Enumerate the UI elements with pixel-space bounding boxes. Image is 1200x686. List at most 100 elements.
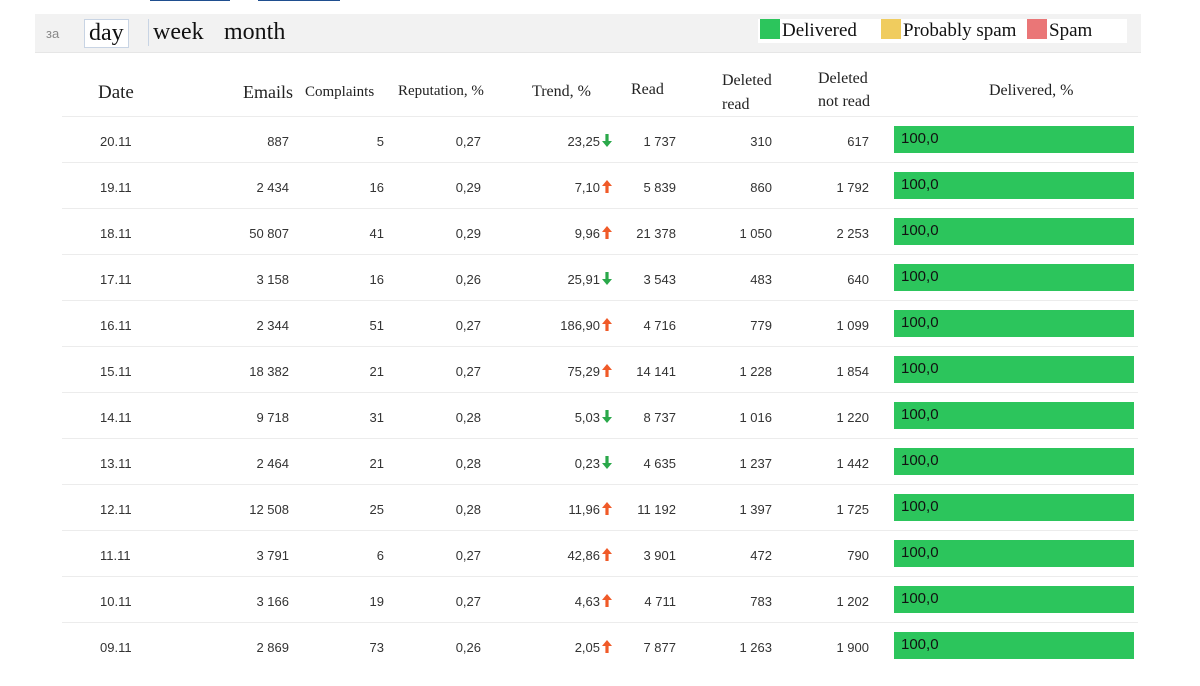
delivered-value: 100,0 — [901, 222, 939, 239]
cell-date: 12.11 — [100, 502, 132, 517]
trend-value: 23,25 — [567, 134, 600, 149]
cell-deleted-not-read: 640 — [847, 272, 869, 287]
delivered-bar: 100,0 — [894, 402, 1134, 429]
table-row[interactable]: 14.11 9 718 31 0,28 5,03 8 737 1 016 1 220 100,0 — [62, 392, 1138, 439]
cell-reputation: 0,26 — [455, 640, 481, 655]
cell-trend: 7,10 — [575, 180, 612, 195]
cell-complaints: 73 — [369, 640, 384, 655]
cell-trend: 0,23 — [575, 456, 612, 471]
cell-deleted-not-read: 1 854 — [836, 364, 869, 379]
trend-value: 5,03 — [574, 410, 600, 425]
delivered-value: 100,0 — [901, 452, 939, 469]
legend-delivered-label: Delivered — [782, 20, 857, 41]
legend-delivered[interactable]: Delivered — [760, 19, 857, 43]
cell-deleted-not-read: 1 099 — [836, 318, 869, 333]
column-header-complaints[interactable]: Complaints — [305, 84, 375, 100]
delivered-value: 100,0 — [901, 130, 939, 147]
cell-deleted-read: 1 237 — [739, 456, 772, 471]
cell-date: 17.11 — [100, 272, 132, 287]
trend-value: 186,90 — [560, 318, 600, 333]
deleted-read-line2: read — [722, 96, 750, 113]
column-header-delivered[interactable]: Delivered, % — [989, 82, 1074, 99]
cell-reputation: 0,27 — [455, 594, 481, 609]
cell-emails: 9 718 — [256, 410, 289, 425]
cell-reputation: 0,28 — [455, 502, 481, 517]
table-row[interactable]: 15.11 18 382 21 0,27 75,29 14 141 1 228 1 854 10… — [62, 346, 1138, 393]
cell-emails: 18 382 — [249, 364, 289, 379]
cell-read: 3 543 — [643, 272, 676, 287]
cell-read: 4 716 — [643, 318, 676, 333]
table-row[interactable]: 16.11 2 344 51 0,27 186,90 4 716 779 1 099 100,0 — [62, 300, 1138, 347]
cell-read: 8 737 — [643, 410, 676, 425]
column-header-read[interactable]: Read — [631, 81, 664, 98]
cell-reputation: 0,29 — [455, 226, 481, 241]
cell-reputation: 0,28 — [455, 410, 481, 425]
table-row[interactable]: 11.11 3 791 6 0,27 42,86 3 901 472 790 100,0 — [62, 530, 1138, 577]
table-row[interactable]: 20.11 887 5 0,27 23,25 1 737 310 617 100,0 — [62, 116, 1138, 163]
cell-read: 14 141 — [636, 364, 676, 379]
column-header-reputation[interactable]: Reputation, % — [398, 83, 484, 99]
trend-down-icon — [602, 456, 612, 469]
cell-deleted-not-read: 2 253 — [836, 226, 869, 241]
cell-read: 4 635 — [643, 456, 676, 471]
cell-read: 4 711 — [644, 594, 676, 609]
trend-value: 9,96 — [574, 226, 600, 241]
table-row[interactable]: 17.11 3 158 16 0,26 25,91 3 543 483 640 100,0 — [62, 254, 1138, 301]
cell-date: 09.11 — [100, 640, 132, 655]
cell-deleted-not-read: 1 442 — [836, 456, 869, 471]
legend-probably-spam[interactable]: Probably spam — [881, 19, 1016, 43]
cell-trend: 11,96 — [568, 502, 612, 517]
table-row[interactable]: 18.11 50 807 41 0,29 9,96 21 378 1 050 2 253 100… — [62, 208, 1138, 255]
period-day-button[interactable]: day — [84, 19, 129, 48]
probably-spam-swatch — [881, 19, 901, 39]
trend-value: 2,05 — [574, 640, 600, 655]
trend-value: 0,23 — [574, 456, 600, 471]
delivered-bar: 100,0 — [894, 218, 1134, 245]
trend-value: 7,10 — [574, 180, 600, 195]
delivered-value: 100,0 — [901, 360, 939, 377]
spam-swatch — [1027, 19, 1047, 39]
trend-up-icon — [602, 548, 612, 561]
table-row[interactable]: 13.11 2 464 21 0,28 0,23 4 635 1 237 1 442 100,0 — [62, 438, 1138, 485]
table-row[interactable]: 09.11 2 869 73 0,26 2,05 7 877 1 263 1 900 100,0 — [62, 622, 1138, 669]
legend-spam[interactable]: Spam — [1027, 19, 1092, 43]
column-header-trend[interactable]: Trend, % — [532, 83, 591, 100]
delivered-bar: 100,0 — [894, 540, 1134, 567]
column-header-deleted-read[interactable]: Deleted read — [722, 69, 772, 117]
delivered-bar: 100,0 — [894, 126, 1134, 153]
table-row[interactable]: 19.11 2 434 16 0,29 7,10 5 839 860 1 792 100,0 — [62, 162, 1138, 209]
table-row[interactable]: 10.11 3 166 19 0,27 4,63 4 711 783 1 202 100,0 — [62, 576, 1138, 623]
column-header-date[interactable]: Date — [98, 82, 134, 103]
trend-up-icon — [602, 594, 612, 607]
cell-complaints: 31 — [369, 410, 384, 425]
delivered-value: 100,0 — [901, 590, 939, 607]
cell-deleted-read: 472 — [750, 548, 772, 563]
delivered-value: 100,0 — [901, 544, 939, 561]
cell-emails: 2 869 — [256, 640, 289, 655]
cell-date: 15.11 — [100, 364, 132, 379]
period-week-button[interactable]: week — [148, 19, 204, 46]
delivered-value: 100,0 — [901, 636, 939, 653]
delivered-bar: 100,0 — [894, 632, 1134, 659]
cell-trend: 9,96 — [575, 226, 612, 241]
table-row[interactable]: 12.11 12 508 25 0,28 11,96 11 192 1 397 1 725 10… — [62, 484, 1138, 531]
cell-read: 5 839 — [643, 180, 676, 195]
trend-value: 11,96 — [568, 502, 600, 517]
delivered-bar: 100,0 — [894, 264, 1134, 291]
column-header-emails[interactable]: Emails — [243, 82, 293, 102]
cell-trend: 4,63 — [575, 594, 612, 609]
period-month-button[interactable]: month — [224, 19, 286, 45]
cell-date: 11.11 — [100, 548, 131, 563]
cell-deleted-read: 483 — [750, 272, 772, 287]
cell-emails: 3 166 — [256, 594, 289, 609]
cell-complaints: 51 — [369, 318, 384, 333]
cell-deleted-read: 783 — [750, 594, 772, 609]
cell-emails: 3 158 — [256, 272, 289, 287]
column-header-deleted-not-read[interactable]: Deleted not read — [818, 67, 870, 113]
cell-emails: 2 344 — [256, 318, 289, 333]
cell-read: 7 877 — [643, 640, 676, 655]
cell-emails: 2 434 — [256, 180, 289, 195]
trend-value: 4,63 — [574, 594, 600, 609]
cell-trend: 186,90 — [560, 318, 612, 333]
period-prefix: за — [46, 26, 60, 41]
